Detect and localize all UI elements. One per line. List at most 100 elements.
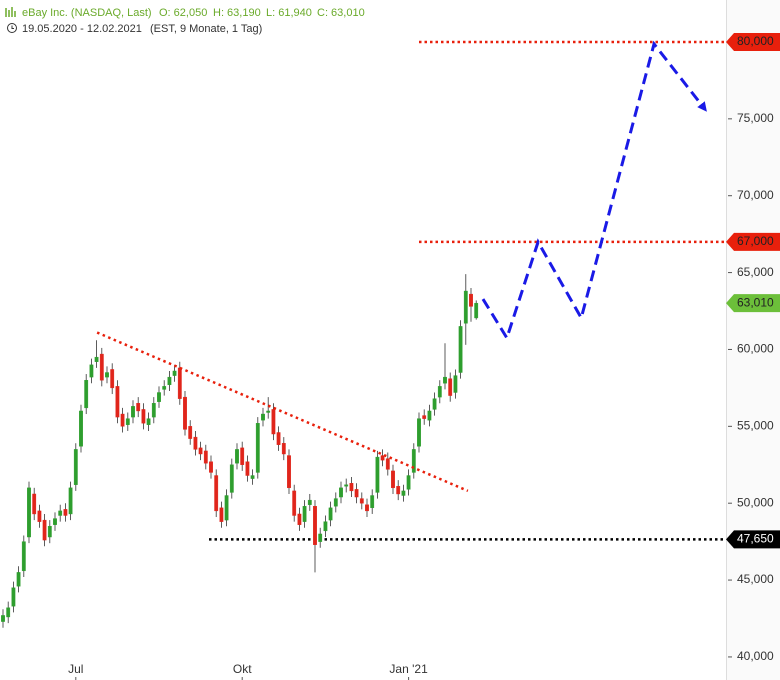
candle-body (323, 521, 328, 532)
candle-body (73, 449, 78, 485)
y-tick-label: 70,000 (737, 188, 774, 202)
candle-body (469, 293, 473, 307)
candle-body (328, 507, 333, 521)
candle-body (318, 533, 323, 542)
close-value: C: 63,010 (317, 7, 365, 19)
candle-body (245, 461, 250, 476)
candle-body (6, 607, 11, 618)
candle-body (432, 398, 437, 410)
y-tick-label: 40,000 (737, 649, 774, 663)
high-value: H: 63,190 (213, 7, 261, 19)
price-tag-label: 63,010 (737, 295, 774, 309)
low-value: L: 61,940 (266, 7, 312, 19)
candle-body (151, 403, 156, 418)
candle-body (198, 447, 203, 455)
candle-body (1, 615, 5, 622)
candle-body (365, 504, 369, 512)
candle-body (162, 386, 167, 390)
candle-body (219, 507, 224, 522)
candle-body (131, 406, 135, 418)
instrument-name: eBay Inc. (NASDAQ, Last) (22, 7, 152, 19)
candle-body (146, 418, 151, 425)
candle-body (297, 513, 302, 525)
y-tick-label: 45,000 (737, 572, 774, 586)
candle-body (79, 410, 83, 447)
price-tag (726, 32, 780, 51)
candle-body (250, 475, 255, 479)
candle-body (63, 509, 68, 516)
candle-body (458, 326, 463, 373)
candle-body (235, 449, 239, 464)
candle-body (125, 418, 130, 425)
axis-panel (726, 0, 780, 680)
candle-body (110, 369, 115, 389)
candle-body (193, 436, 198, 450)
candle-body (177, 367, 182, 399)
candle-body (380, 455, 385, 461)
candle-body (448, 378, 453, 396)
candle-body (359, 498, 364, 504)
price-tag-label: 67,000 (737, 234, 774, 248)
candle-body (292, 490, 297, 516)
candle-body (183, 396, 187, 430)
open-value: O: 62,050 (159, 7, 207, 19)
candle-body (281, 443, 286, 455)
candle-body (58, 510, 63, 516)
candle-body (276, 432, 281, 445)
candle-body (167, 376, 172, 386)
candle-body (115, 386, 120, 418)
candle-body (209, 461, 213, 473)
candle-body (370, 495, 375, 509)
candle-body (396, 486, 401, 495)
candle-body (437, 386, 442, 398)
candle-body (47, 526, 52, 538)
trend-line (96, 331, 469, 493)
y-tick-label: 50,000 (737, 495, 774, 509)
candle-body (401, 490, 406, 496)
candle-body (422, 415, 427, 419)
x-tick-label: Okt (233, 662, 252, 676)
candle-body (27, 487, 31, 538)
candle-body (84, 380, 89, 409)
candle-body (271, 409, 276, 435)
candle-body (344, 484, 349, 487)
candle-body (339, 487, 343, 498)
candle-body (11, 587, 16, 607)
candle-body (349, 483, 354, 492)
header-icon (5, 7, 17, 33)
candle-body (53, 518, 57, 525)
candle-body (375, 456, 380, 493)
candle-body (99, 353, 104, 381)
candle-body (94, 356, 99, 362)
candle-body (240, 447, 245, 465)
candle-body (411, 449, 416, 473)
candle-body (417, 418, 421, 447)
candle-body (313, 506, 317, 545)
price-tag (726, 232, 780, 251)
candle-body (188, 426, 193, 439)
candle-body (443, 376, 447, 384)
candle-body (16, 572, 21, 587)
price-tag (726, 530, 780, 549)
candle-body (266, 410, 271, 413)
y-tick-label: 75,000 (737, 111, 774, 125)
candle-body (105, 372, 109, 378)
candle-body (474, 302, 479, 319)
y-tick-label: 55,000 (737, 418, 774, 432)
period-info: (EST, 9 Monate, 1 Tag) (150, 23, 262, 35)
candle-body (37, 510, 42, 522)
candle-body (42, 519, 47, 541)
candle-body (172, 370, 177, 376)
candle-body (157, 392, 161, 402)
candle-body (21, 541, 26, 572)
candle-body (32, 493, 37, 515)
candle-body (136, 403, 141, 412)
candle-body (203, 450, 208, 464)
price-tag-label: 80,000 (737, 34, 774, 48)
candle-body (354, 489, 359, 498)
candle-body (453, 375, 458, 393)
candle-body (255, 423, 260, 473)
y-tick-label: 65,000 (737, 265, 774, 279)
